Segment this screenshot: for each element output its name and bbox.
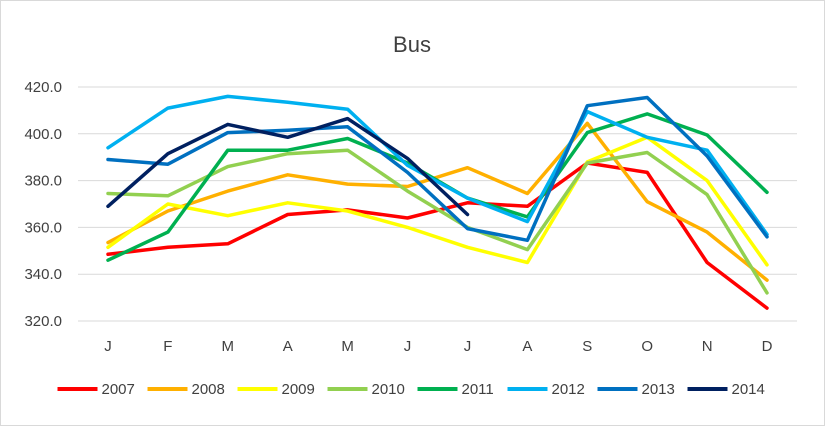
legend-label-2011: 2011 xyxy=(462,381,494,398)
gridlines xyxy=(78,86,797,322)
series-line-2014 xyxy=(106,116,470,217)
legend: 2007 2008 2009 2010 2011 2012 2013 2014 xyxy=(57,381,765,398)
series-line-2012 xyxy=(106,94,769,237)
y-tick-label: 340.0 xyxy=(24,266,62,283)
series-group xyxy=(106,94,769,310)
y-tick-label: 380.0 xyxy=(24,173,62,190)
series-line-2008 xyxy=(106,121,769,282)
chart-title: Bus xyxy=(393,32,431,57)
x-tick-label: N xyxy=(702,338,713,355)
x-tick-label: A xyxy=(283,338,293,355)
legend-label-2008: 2008 xyxy=(192,381,225,398)
x-tick-label: A xyxy=(522,338,532,355)
y-tick-label: 320.0 xyxy=(24,313,62,330)
series-line-2013 xyxy=(106,95,769,243)
series-line-2010 xyxy=(106,148,769,295)
x-tick-label: J xyxy=(104,338,112,355)
x-tick-label: J xyxy=(404,338,412,355)
legend-label-2010: 2010 xyxy=(372,381,405,398)
legend-label-2014: 2014 xyxy=(732,381,765,398)
series-line-2009 xyxy=(106,135,769,267)
x-tick-label: D xyxy=(762,338,773,355)
x-tick-label: F xyxy=(163,338,172,355)
x-tick-label: J xyxy=(464,338,472,355)
y-axis: 320.0 340.0 360.0 380.0 400.0 420.0 xyxy=(24,79,62,330)
legend-label-2013: 2013 xyxy=(642,381,675,398)
y-tick-label: 420.0 xyxy=(24,79,62,96)
x-tick-label: S xyxy=(582,338,592,355)
x-tick-label: O xyxy=(641,338,653,355)
x-tick-label: M xyxy=(222,338,235,355)
y-tick-label: 360.0 xyxy=(24,219,62,236)
legend-label-2012: 2012 xyxy=(552,381,585,398)
x-tick-label: M xyxy=(341,338,354,355)
legend-label-2007: 2007 xyxy=(102,381,135,398)
y-tick-label: 400.0 xyxy=(24,126,62,143)
legend-label-2009: 2009 xyxy=(282,381,315,398)
